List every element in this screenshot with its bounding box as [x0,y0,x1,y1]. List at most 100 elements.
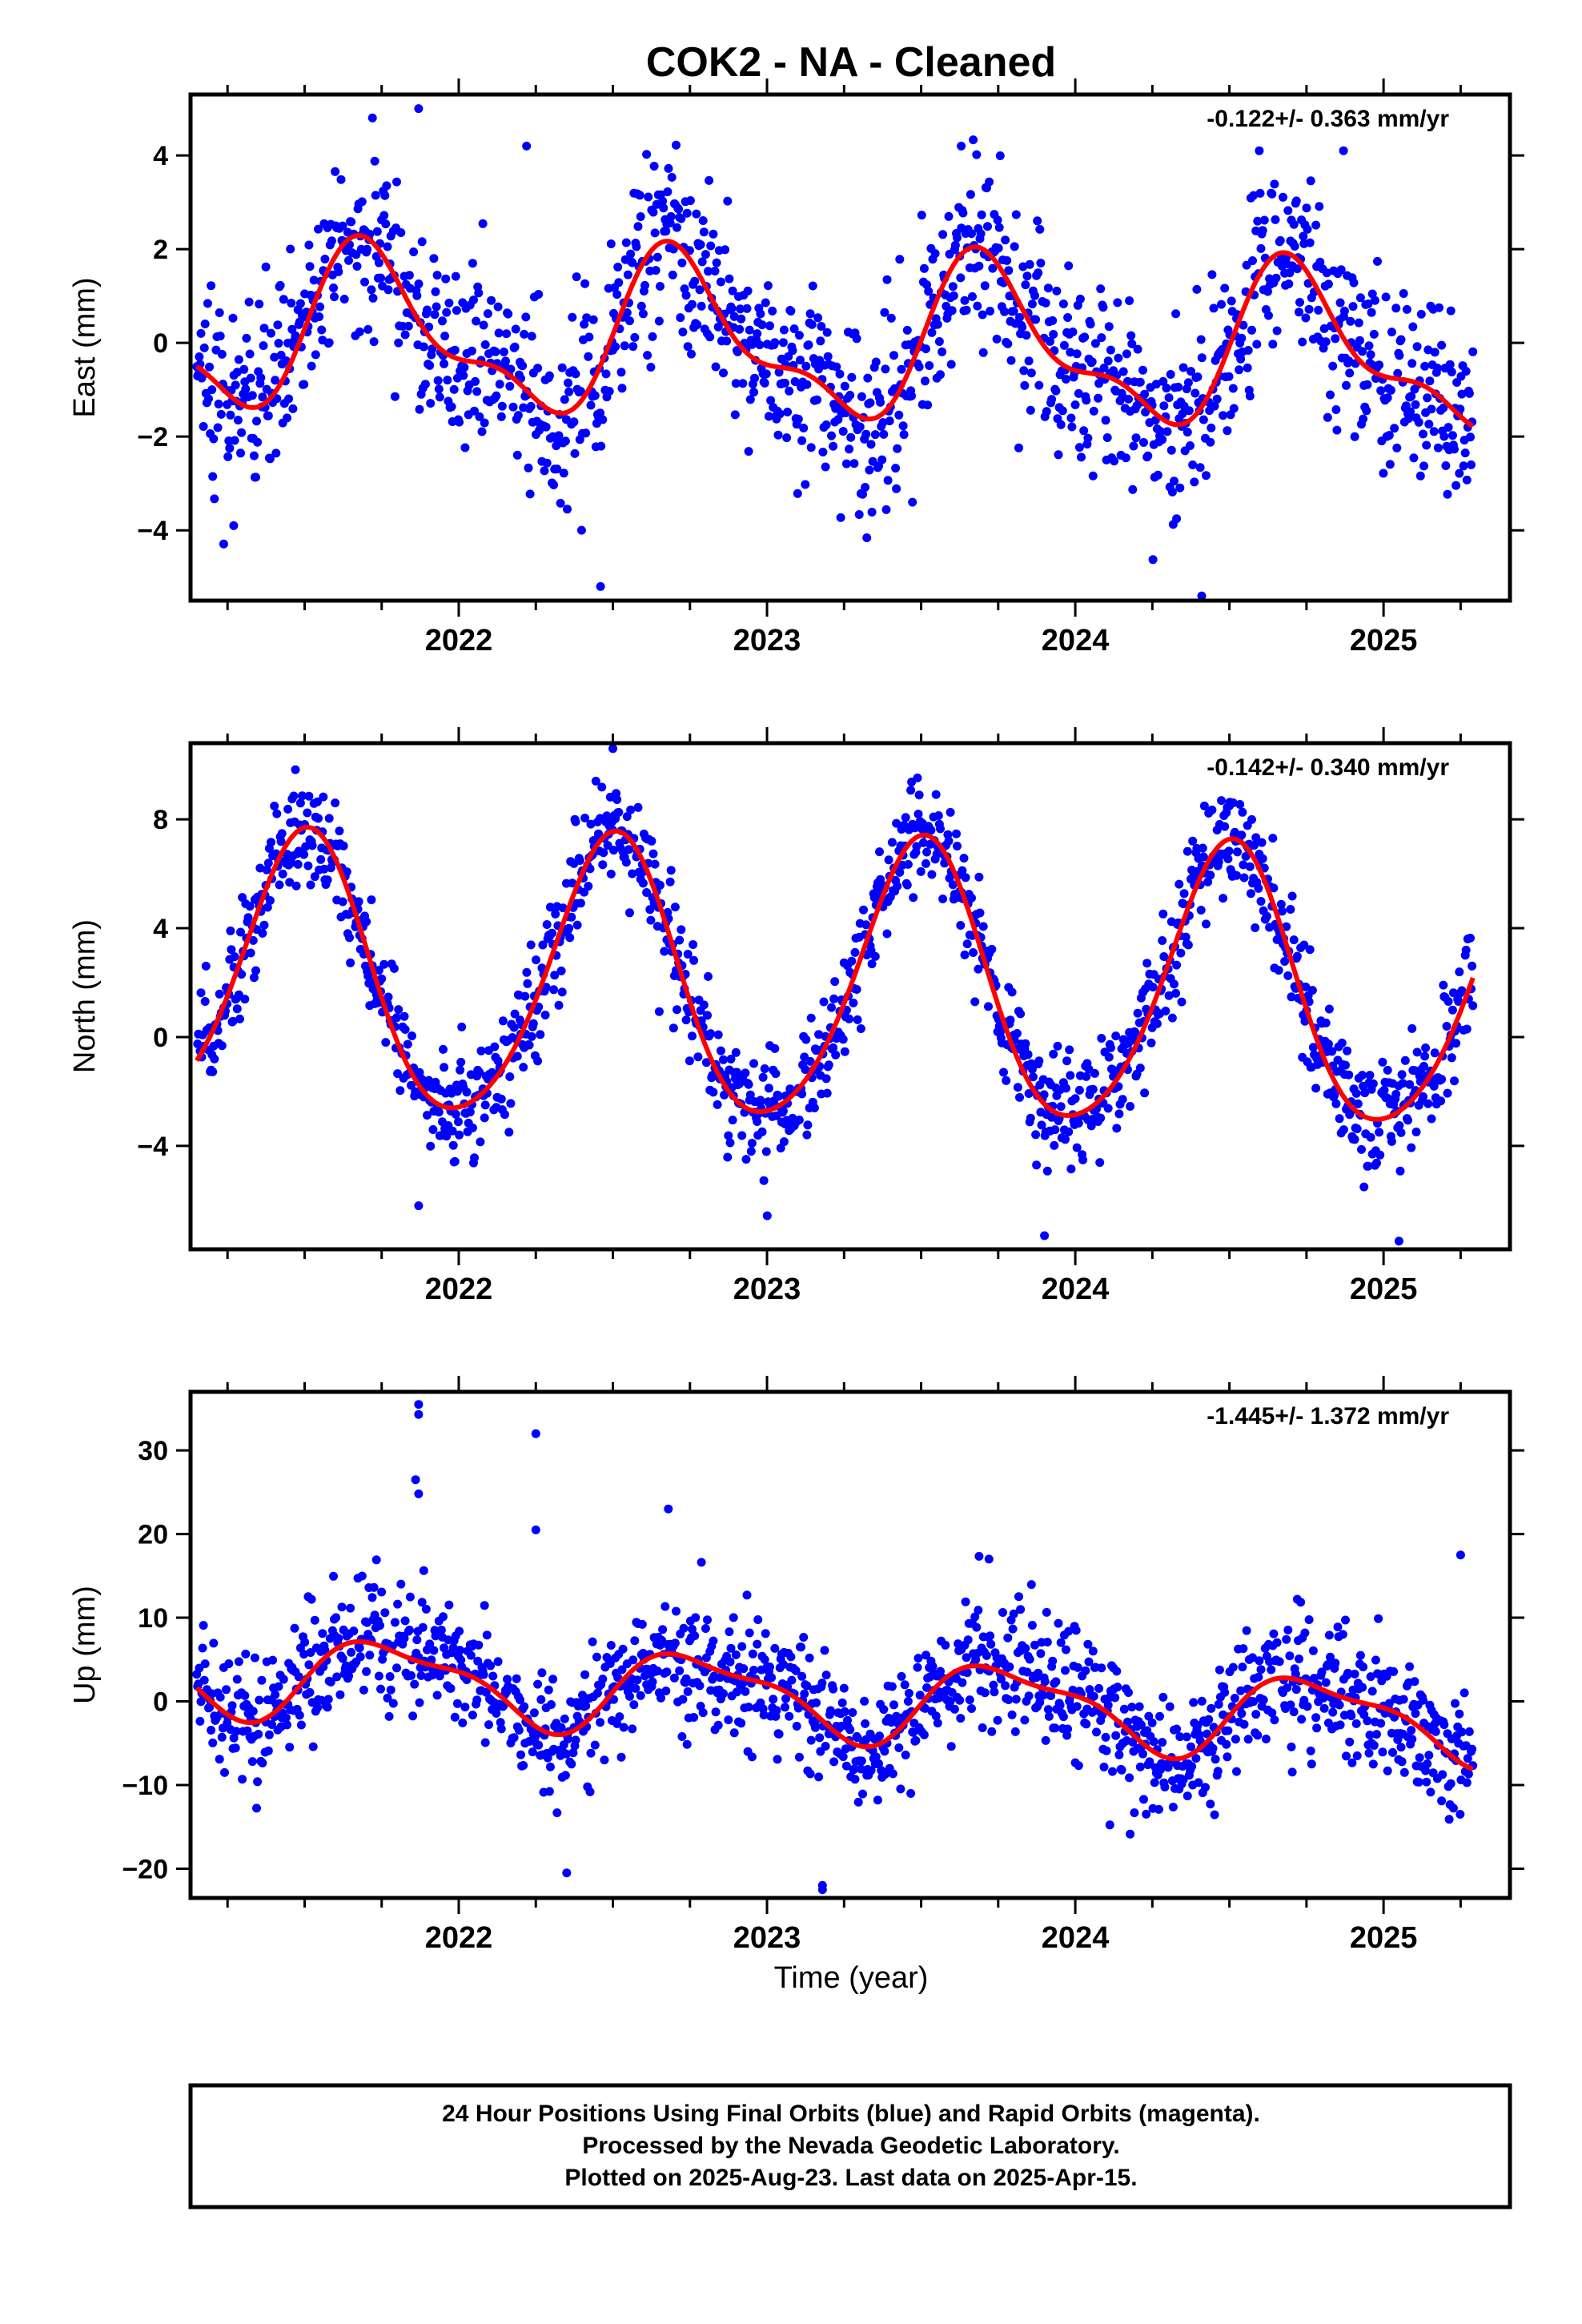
data-point [598,415,608,424]
data-point [883,476,893,485]
data-point [946,807,955,817]
data-point [1363,1161,1373,1171]
data-point [309,275,319,285]
data-point [650,228,660,238]
data-point [1423,1099,1433,1108]
data-point [1372,1730,1381,1739]
data-point [1291,1685,1301,1695]
data-point [434,384,444,394]
data-point [417,237,427,247]
data-point [522,141,532,151]
data-point [381,219,391,229]
data-point [438,316,447,326]
data-point [442,308,452,317]
data-point [259,324,269,333]
data-point [1352,1124,1362,1134]
data-point [1106,345,1115,355]
data-point [1143,451,1153,460]
data-point [1258,854,1267,863]
data-point [291,331,300,340]
data-point [521,312,531,322]
data-point [809,1104,819,1112]
data-point [460,443,470,452]
data-point [277,829,287,838]
data-point [1308,1646,1318,1655]
data-point [1295,308,1303,317]
data-point [1468,961,1477,971]
data-point [987,1727,997,1736]
data-point [710,267,720,275]
data-point [1363,380,1372,389]
data-point [628,342,638,352]
data-point [432,271,442,280]
data-point [1082,1719,1091,1729]
data-point [468,1123,477,1132]
data-point [1042,1166,1052,1176]
data-point [229,1733,239,1743]
data-point [660,947,669,956]
data-point [291,765,300,774]
data-point [985,177,994,187]
data-point [1253,216,1263,226]
data-point [247,1757,257,1767]
data-point [663,187,673,196]
data-point [619,1723,628,1732]
data-point [1249,1697,1259,1707]
data-point [1324,1630,1334,1640]
data-point [1207,805,1217,814]
data-point [367,1593,377,1602]
data-point [709,1088,718,1097]
data-point [774,368,784,377]
data-point [1042,1607,1051,1617]
data-point [252,1803,261,1813]
data-point [1024,356,1034,366]
data-point [1133,344,1142,354]
data-point [738,379,748,388]
data-point [889,1700,898,1710]
data-point [477,427,487,436]
data-point [829,1757,839,1767]
data-point [1207,423,1216,432]
data-point [770,1043,780,1053]
data-point [1378,1747,1387,1757]
data-point [455,1626,464,1636]
data-point [1064,1127,1074,1136]
data-point [254,1730,263,1739]
data-point [1002,1076,1011,1085]
data-point [741,1687,750,1696]
data-point [1439,1720,1449,1730]
data-point [1024,1691,1034,1701]
data-point [1412,342,1422,352]
data-point [527,332,536,341]
data-point [1399,1695,1408,1704]
data-point [347,1647,356,1657]
data-point [681,1674,691,1683]
data-point [432,302,441,312]
data-point [656,1693,665,1703]
data-point [845,1014,854,1023]
data-point [1098,303,1108,312]
data-point [1354,318,1363,328]
data-point [1415,1753,1424,1763]
data-point [1396,1128,1406,1137]
data-point [1395,1166,1405,1176]
data-point [1025,1655,1034,1664]
data-point [1462,1778,1472,1787]
data-point [228,313,238,323]
data-point [1362,406,1371,416]
data-point [492,1708,501,1718]
data-point [1420,361,1430,371]
data-point [726,1055,736,1063]
data-point [567,912,576,922]
data-point [1406,407,1415,416]
data-point [934,811,943,820]
data-point [927,870,937,879]
data-point [1307,986,1317,995]
data-point [247,391,257,400]
data-point [1077,452,1086,462]
data-point [1358,1683,1367,1692]
data-point [1307,1759,1316,1769]
data-point [1178,363,1188,372]
data-point [1043,1705,1053,1715]
data-point [367,113,377,123]
